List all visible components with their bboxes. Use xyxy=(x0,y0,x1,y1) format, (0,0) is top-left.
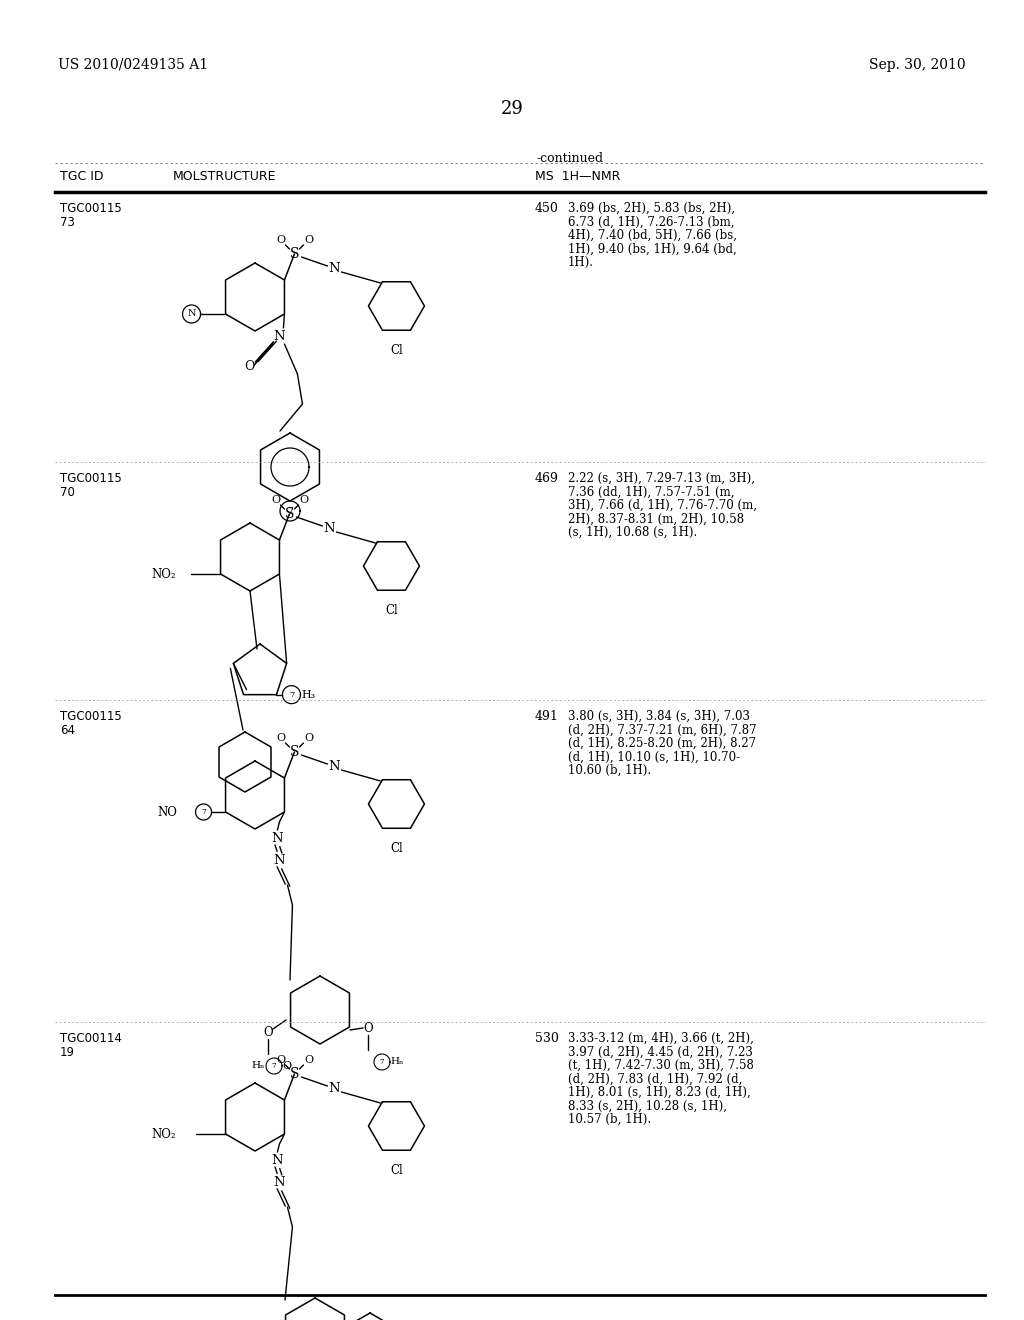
Text: US 2010/0249135 A1: US 2010/0249135 A1 xyxy=(58,58,208,73)
Text: Sep. 30, 2010: Sep. 30, 2010 xyxy=(869,58,966,73)
Text: O: O xyxy=(275,733,285,743)
Text: MS  1H—NMR: MS 1H—NMR xyxy=(535,170,621,183)
Text: 7.36 (dd, 1H), 7.57-7.51 (m,: 7.36 (dd, 1H), 7.57-7.51 (m, xyxy=(568,486,734,499)
Text: O: O xyxy=(275,235,285,246)
Text: 8.33 (s, 2H), 10.28 (s, 1H),: 8.33 (s, 2H), 10.28 (s, 1H), xyxy=(568,1100,727,1113)
Text: H₃: H₃ xyxy=(301,689,315,700)
Text: TGC00115: TGC00115 xyxy=(60,202,122,215)
Text: N: N xyxy=(271,832,284,845)
Text: N: N xyxy=(273,1176,286,1188)
Text: 10.57 (b, 1H).: 10.57 (b, 1H). xyxy=(568,1113,651,1126)
Text: N: N xyxy=(187,309,196,318)
Text: MOLSTRUCTURE: MOLSTRUCTURE xyxy=(173,170,276,183)
Text: N: N xyxy=(273,330,286,342)
Text: 530: 530 xyxy=(535,1032,559,1045)
Text: N: N xyxy=(324,521,335,535)
Text: N: N xyxy=(329,261,340,275)
Text: TGC00115: TGC00115 xyxy=(60,710,122,723)
Text: N: N xyxy=(273,854,286,866)
Text: 6.73 (d, 1H), 7.26-7.13 (bm,: 6.73 (d, 1H), 7.26-7.13 (bm, xyxy=(568,215,734,228)
Text: TGC00114: TGC00114 xyxy=(60,1032,122,1045)
Text: NO: NO xyxy=(158,805,177,818)
Text: 7: 7 xyxy=(287,507,293,516)
Text: 1H), 8.01 (s, 1H), 8.23 (d, 1H),: 1H), 8.01 (s, 1H), 8.23 (d, 1H), xyxy=(568,1086,751,1100)
Text: O: O xyxy=(299,495,308,506)
Text: 3.69 (bs, 2H), 5.83 (bs, 2H),: 3.69 (bs, 2H), 5.83 (bs, 2H), xyxy=(568,202,735,215)
Text: O: O xyxy=(304,1055,313,1065)
Text: NO₂: NO₂ xyxy=(151,568,175,581)
Text: TGC ID: TGC ID xyxy=(60,170,103,183)
Text: N: N xyxy=(329,759,340,772)
Text: O: O xyxy=(304,733,313,743)
Text: (s, 1H), 10.68 (s, 1H).: (s, 1H), 10.68 (s, 1H). xyxy=(568,525,697,539)
Text: O: O xyxy=(282,1061,291,1071)
Text: TGC00115: TGC00115 xyxy=(60,473,122,484)
Text: Hₙ: Hₙ xyxy=(251,1061,264,1071)
Text: 1H), 9.40 (bs, 1H), 9.64 (bd,: 1H), 9.40 (bs, 1H), 9.64 (bd, xyxy=(568,243,736,256)
Text: Hₙ: Hₙ xyxy=(390,1057,403,1067)
Text: S: S xyxy=(290,744,299,759)
Text: S: S xyxy=(290,247,299,261)
Text: O: O xyxy=(364,1022,373,1035)
Text: 1H).: 1H). xyxy=(568,256,594,269)
Text: (d, 2H), 7.37-7.21 (m, 6H), 7.87: (d, 2H), 7.37-7.21 (m, 6H), 7.87 xyxy=(568,723,757,737)
Text: Cl: Cl xyxy=(390,842,402,855)
Text: 491: 491 xyxy=(535,710,559,723)
Text: O: O xyxy=(263,1026,272,1039)
Text: 70: 70 xyxy=(60,486,75,499)
Text: 64: 64 xyxy=(60,723,75,737)
Text: (d, 1H), 8.25-8.20 (m, 2H), 8.27: (d, 1H), 8.25-8.20 (m, 2H), 8.27 xyxy=(568,737,756,750)
Text: 3.33-3.12 (m, 4H), 3.66 (t, 2H),: 3.33-3.12 (m, 4H), 3.66 (t, 2H), xyxy=(568,1032,754,1045)
Text: O: O xyxy=(275,1055,285,1065)
Text: S: S xyxy=(290,1067,299,1081)
Text: 7: 7 xyxy=(289,690,294,698)
Text: -continued: -continued xyxy=(537,152,603,165)
Text: S: S xyxy=(285,507,294,521)
Text: 10.60 (b, 1H).: 10.60 (b, 1H). xyxy=(568,764,651,777)
Text: 73: 73 xyxy=(60,216,75,228)
Text: 450: 450 xyxy=(535,202,559,215)
Text: Cl: Cl xyxy=(390,1164,402,1177)
Text: O: O xyxy=(245,359,255,372)
Text: 7: 7 xyxy=(380,1059,384,1067)
Text: 4H), 7.40 (bd, 5H), 7.66 (bs,: 4H), 7.40 (bd, 5H), 7.66 (bs, xyxy=(568,228,737,242)
Text: (t, 1H), 7.42-7.30 (m, 3H), 7.58: (t, 1H), 7.42-7.30 (m, 3H), 7.58 xyxy=(568,1059,754,1072)
Text: N: N xyxy=(271,1154,284,1167)
Text: 7: 7 xyxy=(201,808,206,816)
Text: N: N xyxy=(329,1081,340,1094)
Text: 19: 19 xyxy=(60,1045,75,1059)
Text: NO₂: NO₂ xyxy=(151,1127,175,1140)
Text: 2H), 8.37-8.31 (m, 2H), 10.58: 2H), 8.37-8.31 (m, 2H), 10.58 xyxy=(568,512,744,525)
Text: Cl: Cl xyxy=(385,605,397,616)
Text: O: O xyxy=(271,495,280,506)
Text: 7: 7 xyxy=(271,1063,276,1071)
Text: 3.97 (d, 2H), 4.45 (d, 2H), 7.23: 3.97 (d, 2H), 4.45 (d, 2H), 7.23 xyxy=(568,1045,753,1059)
Text: (d, 1H), 10.10 (s, 1H), 10.70-: (d, 1H), 10.10 (s, 1H), 10.70- xyxy=(568,751,740,763)
Text: 29: 29 xyxy=(501,100,523,117)
Text: O: O xyxy=(304,235,313,246)
Text: (d, 2H), 7.83 (d, 1H), 7.92 (d,: (d, 2H), 7.83 (d, 1H), 7.92 (d, xyxy=(568,1072,742,1085)
Text: 2.22 (s, 3H), 7.29-7.13 (m, 3H),: 2.22 (s, 3H), 7.29-7.13 (m, 3H), xyxy=(568,473,755,484)
Text: 3H), 7.66 (d, 1H), 7.76-7.70 (m,: 3H), 7.66 (d, 1H), 7.76-7.70 (m, xyxy=(568,499,757,512)
Text: Cl: Cl xyxy=(390,345,402,356)
Text: 469: 469 xyxy=(535,473,559,484)
Text: 3.80 (s, 3H), 3.84 (s, 3H), 7.03: 3.80 (s, 3H), 3.84 (s, 3H), 7.03 xyxy=(568,710,750,723)
